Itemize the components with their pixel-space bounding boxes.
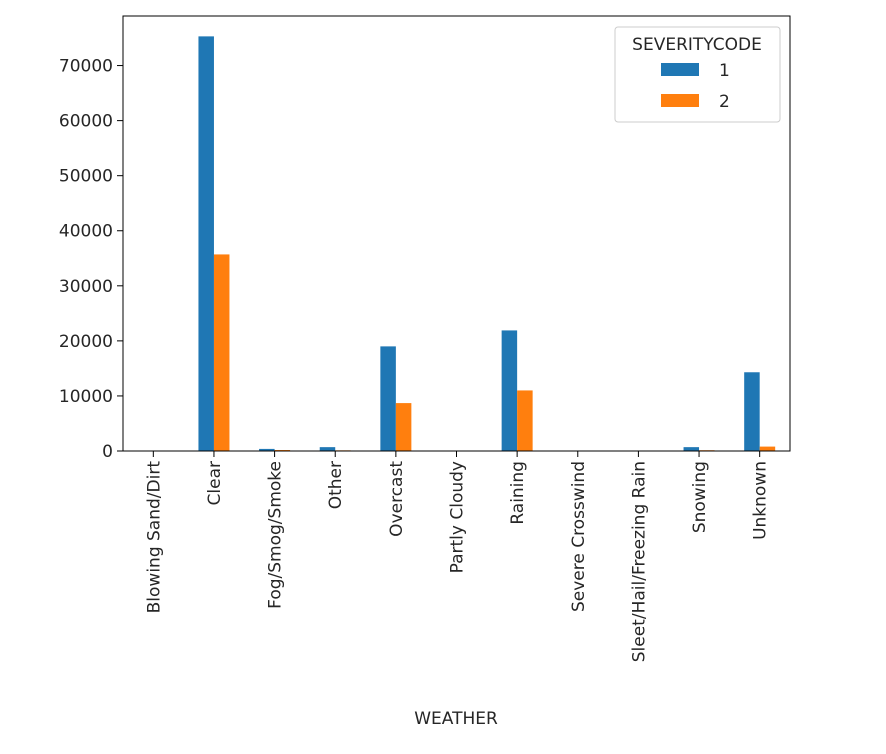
- x-tick-label: Raining: [508, 461, 528, 525]
- y-tick-label: 60000: [59, 112, 113, 132]
- x-tick-label: Blowing Sand/Dirt: [144, 461, 164, 614]
- legend-items: 12: [661, 61, 730, 112]
- bar-other-series-1: [319, 447, 336, 451]
- y-tick-label: 50000: [59, 167, 113, 187]
- y-tick-label: 30000: [59, 277, 113, 297]
- bar-fog-smog-smoke-series-1: [259, 448, 275, 451]
- y-tick-label: 20000: [59, 332, 113, 352]
- x-tick-label: Overcast: [387, 461, 407, 537]
- bars-layer: [137, 36, 776, 452]
- x-axis: Blowing Sand/Dirt Clear Fog/Smog/Smoke Othe…: [144, 451, 771, 662]
- x-tick-label: Snowing: [690, 461, 710, 533]
- legend-title: SEVERITYCODE: [632, 35, 762, 55]
- x-tick-label: Clear: [205, 461, 225, 505]
- bar-unknown-series-1: [744, 372, 760, 451]
- legend-swatch-1: [661, 63, 699, 76]
- legend-swatch-2: [661, 94, 699, 107]
- bar-overcast-series-2: [395, 403, 412, 451]
- bar-overcast-series-1: [380, 346, 396, 451]
- bar-unknown-series-2: [759, 446, 776, 451]
- bar-clear-series-2: [213, 254, 230, 451]
- x-tick-label: Unknown: [751, 461, 771, 540]
- y-tick-label: 0: [102, 442, 113, 462]
- y-tick-label: 10000: [59, 387, 113, 407]
- x-axis-label: WEATHER: [414, 709, 498, 729]
- y-tick-label: 40000: [59, 222, 113, 242]
- x-tick-label: Other: [326, 461, 346, 509]
- y-tick-label: 70000: [59, 57, 113, 77]
- x-tick-label: Fog/Smog/Smoke: [266, 461, 286, 609]
- legend: SEVERITYCODE 12: [614, 26, 781, 123]
- legend-label-2: 2: [719, 92, 730, 112]
- legend-label-1: 1: [719, 61, 730, 81]
- bar-clear-series-1: [198, 36, 214, 452]
- x-tick-label: Severe Crosswind: [569, 461, 589, 612]
- bar-raining-series-1: [501, 330, 518, 451]
- x-tick-label: Partly Cloudy: [448, 461, 468, 573]
- bar-snowing-series-1: [683, 447, 700, 451]
- x-tick-label: Sleet/Hail/Freezing Rain: [629, 461, 649, 662]
- y-axis: 0 10000 20000 30000 40000 50000 60000 70000: [59, 57, 123, 462]
- bar-raining-series-2: [517, 390, 533, 451]
